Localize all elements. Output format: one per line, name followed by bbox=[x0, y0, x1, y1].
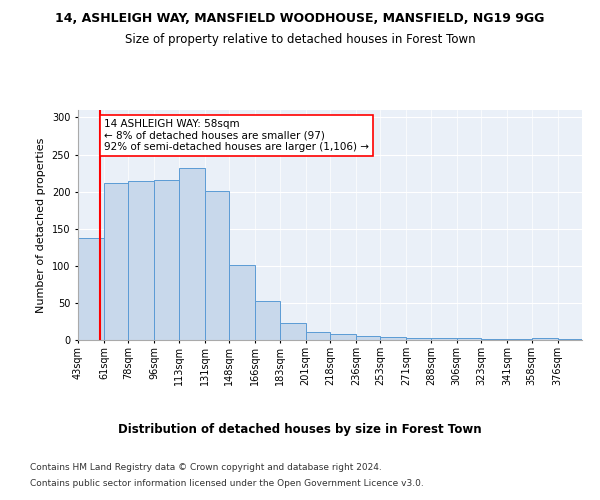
Bar bbox=[406, 338, 431, 340]
Bar bbox=[507, 338, 532, 340]
Bar bbox=[280, 323, 305, 340]
Text: 14 ASHLEIGH WAY: 58sqm
← 8% of detached houses are smaller (97)
92% of semi-deta: 14 ASHLEIGH WAY: 58sqm ← 8% of detached … bbox=[104, 119, 369, 152]
Bar bbox=[330, 334, 356, 340]
Bar bbox=[154, 180, 179, 340]
Bar bbox=[557, 338, 582, 340]
Bar bbox=[255, 302, 280, 340]
Bar bbox=[205, 191, 229, 340]
Bar bbox=[431, 338, 457, 340]
Bar bbox=[179, 168, 205, 340]
Text: Size of property relative to detached houses in Forest Town: Size of property relative to detached ho… bbox=[125, 32, 475, 46]
Bar bbox=[305, 332, 330, 340]
Y-axis label: Number of detached properties: Number of detached properties bbox=[36, 138, 46, 312]
Bar bbox=[78, 238, 104, 340]
Text: Contains HM Land Registry data © Crown copyright and database right 2024.: Contains HM Land Registry data © Crown c… bbox=[30, 462, 382, 471]
Bar bbox=[481, 338, 507, 340]
Bar bbox=[356, 336, 380, 340]
Bar bbox=[457, 338, 481, 340]
Bar bbox=[104, 182, 128, 340]
Text: 14, ASHLEIGH WAY, MANSFIELD WOODHOUSE, MANSFIELD, NG19 9GG: 14, ASHLEIGH WAY, MANSFIELD WOODHOUSE, M… bbox=[55, 12, 545, 26]
Bar bbox=[229, 265, 255, 340]
Bar bbox=[532, 338, 557, 340]
Text: Distribution of detached houses by size in Forest Town: Distribution of detached houses by size … bbox=[118, 422, 482, 436]
Bar bbox=[380, 337, 406, 340]
Bar bbox=[128, 181, 154, 340]
Text: Contains public sector information licensed under the Open Government Licence v3: Contains public sector information licen… bbox=[30, 479, 424, 488]
